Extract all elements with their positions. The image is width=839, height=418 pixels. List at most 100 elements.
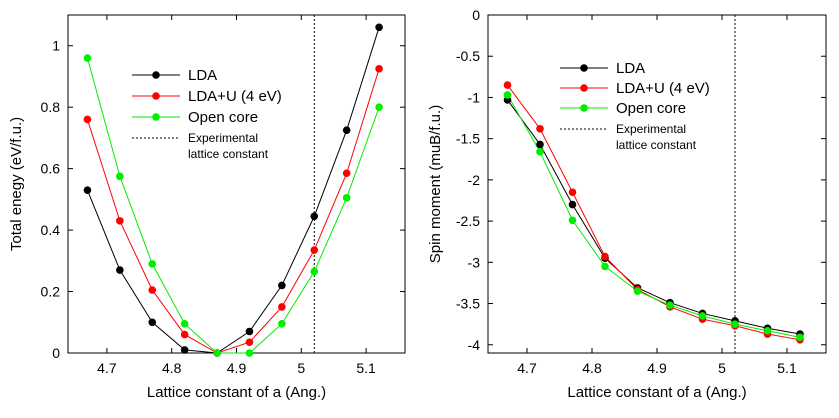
data-point [148, 286, 157, 294]
y-tick-label: -1 [468, 89, 481, 105]
y-tick-label: -3.5 [456, 296, 480, 312]
legend-label: LDA+U (4 eV) [616, 80, 710, 97]
legend-label: Open core [616, 100, 686, 117]
legend-label: LDA+U (4 eV) [188, 88, 282, 105]
legend-label: LDA [188, 67, 217, 84]
data-point [278, 320, 286, 328]
data-point [536, 124, 544, 133]
data-point [666, 301, 674, 309]
x-tick-label: 4.8 [582, 360, 602, 376]
y-tick-label: 1 [52, 38, 60, 54]
data-point [375, 103, 383, 111]
data-point [375, 23, 383, 32]
legend-item-lda: LDA [560, 60, 645, 77]
plot-frame [487, 14, 827, 354]
data-point [342, 194, 351, 202]
data-point [342, 169, 351, 178]
y-axis-label: Total enegy (eV/f.u.) [8, 117, 25, 251]
legend-label: Experimental [188, 131, 258, 145]
legend-item-lda-u: LDA+U (4 eV) [132, 88, 282, 105]
data-point [568, 200, 577, 209]
y-tick-label: -2 [468, 172, 481, 188]
legend-marker [580, 84, 588, 92]
data-point [180, 320, 189, 328]
x-tick-label: 5.1 [777, 360, 797, 376]
legend-label: Experimental [616, 122, 686, 136]
y-tick-label: 0.8 [41, 99, 61, 115]
series-line [86, 57, 380, 354]
legend: LDA LDA+U (4 eV) Open core Experimental … [560, 60, 710, 152]
legend: LDA LDA+U (4 eV) Open core Experimental … [132, 67, 282, 161]
data-point [763, 326, 772, 335]
data-point [83, 186, 92, 194]
data-point [375, 64, 383, 73]
y-tick-label: -2.5 [456, 213, 480, 229]
data-point [536, 148, 544, 156]
data-point [278, 281, 286, 290]
y-tick-label: -0.5 [456, 48, 480, 64]
y-tick-label: 0 [472, 7, 480, 23]
data-point [731, 320, 739, 328]
data-point [310, 212, 319, 221]
data-point [601, 262, 609, 271]
series-line [86, 68, 380, 354]
series-line [507, 94, 801, 338]
data-point [796, 333, 804, 342]
data-point [148, 260, 157, 268]
data-point [116, 217, 124, 225]
x-tick-label: 4.8 [162, 360, 182, 376]
x-tick-label: 4.7 [517, 360, 537, 376]
spin-moment-chart: 4.7 4.8 4.9 5 5.1 0-0.5-1-1.5-2-2.5-3-3.5-4 … [427, 7, 827, 401]
data-point [278, 303, 286, 311]
legend-item-lda: LDA [132, 67, 217, 84]
data-point [568, 188, 577, 197]
series-line [507, 99, 801, 335]
data-point [245, 349, 254, 357]
data-point [536, 140, 544, 149]
y-axis-label: Spin moment (muB/f.u.) [427, 105, 444, 263]
legend-label: LDA [616, 60, 645, 77]
data-point [310, 267, 319, 276]
x-axis-label: Lattice constant of a (Ang.) [567, 384, 746, 401]
series-line [86, 27, 380, 354]
legend-item-experimental: Experimental lattice constant [132, 131, 269, 161]
plot-frame [67, 14, 406, 354]
x-tick-label: 5 [297, 360, 305, 376]
legend-marker [580, 64, 588, 72]
data-point [633, 287, 642, 295]
data-point [245, 338, 254, 347]
y-tick-label: -4 [468, 337, 481, 353]
y-tick-label: 0.4 [41, 222, 61, 238]
data-point [83, 54, 92, 62]
y-tick-label: -3 [468, 254, 481, 270]
data-point [601, 252, 609, 261]
y-tick-label: 0.6 [41, 161, 61, 177]
x-tick-label: 5 [718, 360, 726, 376]
data-point [503, 91, 512, 99]
data-point [568, 216, 577, 225]
y-tick-label: -1.5 [456, 131, 480, 147]
data-point [180, 330, 189, 339]
legend-marker [580, 104, 588, 112]
data-point [83, 115, 92, 124]
x-tick-label: 5.1 [356, 360, 376, 376]
legend-marker [152, 113, 160, 121]
data-point [180, 346, 189, 354]
legend-item-experimental: Experimental lattice constant [560, 122, 697, 152]
data-point [148, 318, 157, 327]
total-energy-chart: 4.7 4.8 4.9 5 5.1 0 0.2 0.4 0.6 0.8 1 Lattice con… [8, 14, 406, 401]
x-tick-label: 4.9 [227, 360, 247, 376]
data-point [698, 312, 707, 320]
data-point [310, 246, 319, 254]
legend-label: lattice constant [616, 138, 697, 152]
data-point [245, 327, 254, 336]
legend-item-lda-u: LDA+U (4 eV) [560, 80, 710, 97]
data-point [213, 349, 221, 357]
legend-marker [152, 92, 160, 100]
legend-marker [152, 71, 160, 79]
x-tick-label: 4.7 [97, 360, 117, 376]
x-tick-label: 4.9 [647, 360, 667, 376]
data-point [503, 81, 512, 89]
legend-label: Open core [188, 109, 258, 126]
